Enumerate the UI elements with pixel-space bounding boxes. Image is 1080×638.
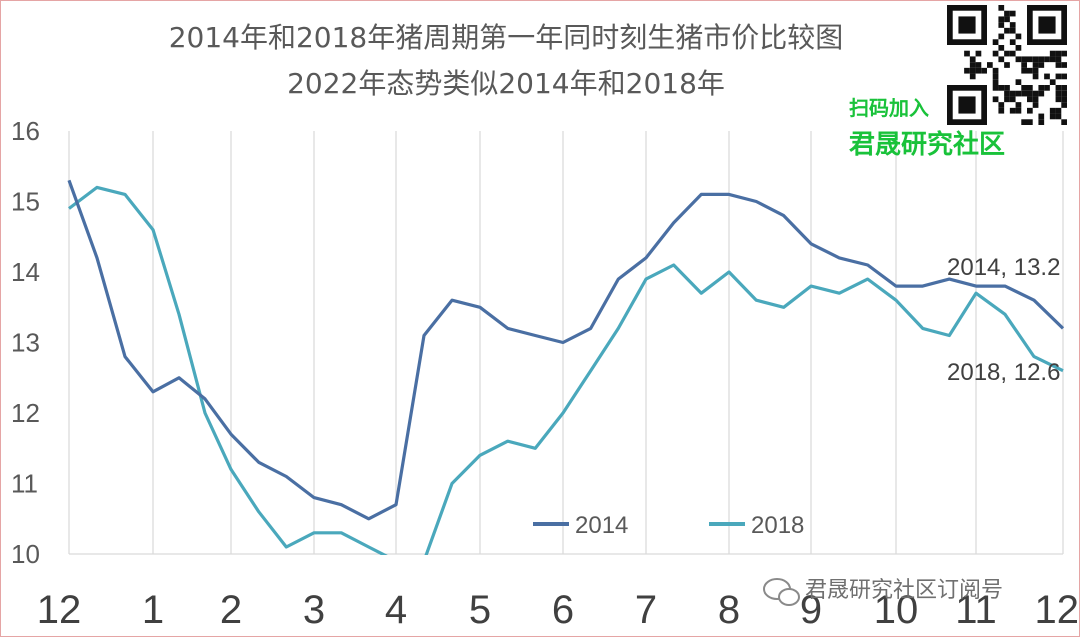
series-line-2018 [68,185,1064,555]
x-tick-label-8: 8 [718,588,740,632]
x-tick-label-9: 9 [800,588,822,632]
y-tick-label-16: 16 [11,116,40,146]
x-axis-ticks: 12 1 2 3 4 5 6 7 8 9 10 11 12 [37,588,1079,632]
y-tick-label-15: 15 [11,187,40,217]
x-tick-label-11: 11 [955,588,997,632]
chart-title: 2014年和2018年猪周期第一年同时刻生猪市价比较图 [169,21,844,54]
series-line-2014 [67,179,1065,521]
x-tick-label-2: 2 [220,588,242,632]
legend: 2014 2018 [533,512,804,539]
x-tick-label-3: 3 [303,588,325,632]
x-tick-label-1: 1 [142,588,164,632]
watermark-text: 君晟研究社区订阅号 [805,578,1003,603]
legend-label-2014: 2014 [575,512,628,539]
x-tick-label-6: 6 [552,588,574,632]
y-tick-label-14: 14 [11,257,40,287]
annotation-2014-end: 2014, 13.2 [947,254,1060,281]
legend-label-2018: 2018 [751,512,804,539]
y-tick-label-13: 13 [11,328,40,358]
promo-community-text: 君晟研究社区 [849,129,1005,160]
qr-code-icon [947,5,1067,125]
y-tick-label-10: 10 [11,539,40,569]
x-tick-label-0: 12 [37,588,82,632]
promo-scan-text: 扫码加入 [849,96,929,120]
x-tick-label-4: 4 [385,588,407,632]
grid-lines [68,131,1064,555]
y-axis-ticks: 10 11 12 13 14 15 16 [11,116,40,569]
x-tick-label-7: 7 [635,588,657,632]
y-tick-label-12: 12 [11,398,40,428]
series-lines [67,179,1065,555]
x-tick-label-12: 12 [1035,588,1080,632]
x-tick-label-5: 5 [469,588,491,632]
wechat-icon [763,578,800,606]
x-tick-label-10: 10 [874,588,919,632]
annotation-2018-end: 2018, 12.6 [947,359,1060,386]
y-tick-label-11: 11 [11,469,38,499]
chart-subtitle: 2022年态势类似2014年和2018年 [287,67,725,100]
